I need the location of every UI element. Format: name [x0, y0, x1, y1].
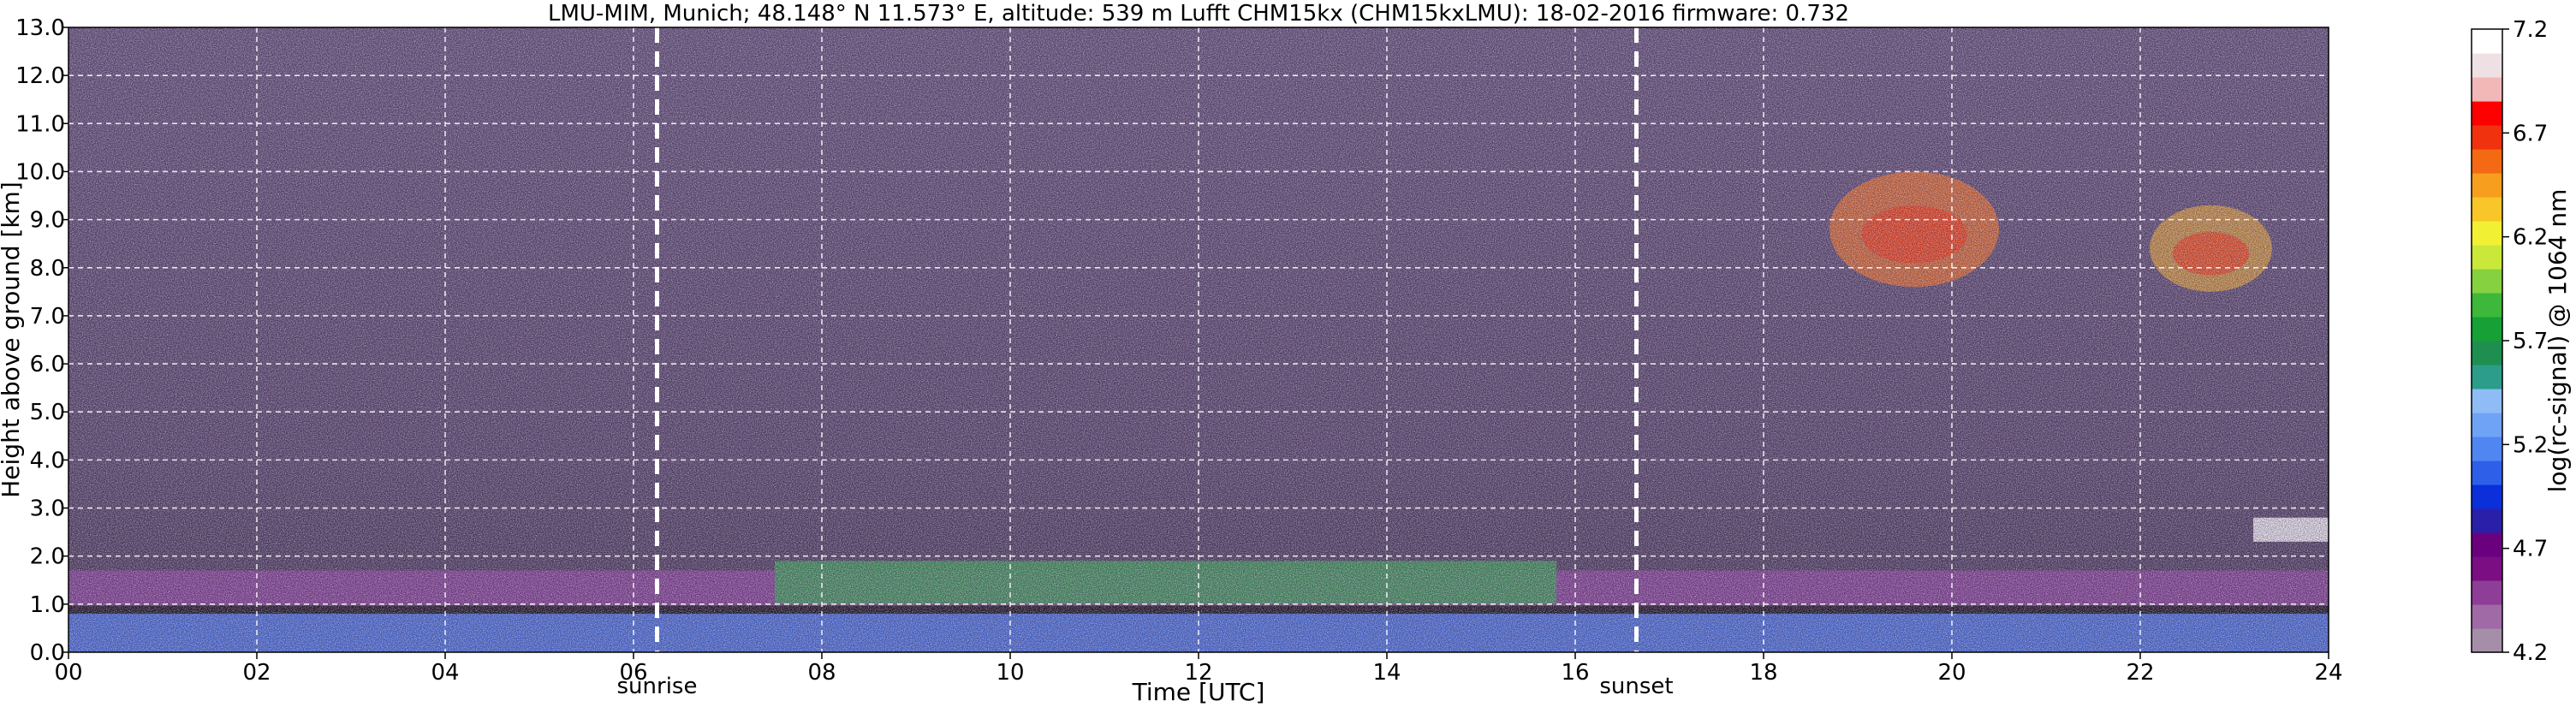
colorbar-block-17 [2472, 221, 2502, 246]
x-tick-label-9: 18 [1749, 660, 1777, 686]
marker-label-sunset: sunset [1599, 674, 1673, 699]
x-tick-label-4: 08 [807, 660, 836, 686]
x-tick-label-6: 12 [1184, 660, 1212, 686]
colorbar-block-25 [2472, 29, 2502, 54]
colorbar-block-1 [2472, 604, 2502, 629]
plot-area [68, 27, 2329, 653]
colorbar-block-5 [2472, 508, 2502, 533]
y-tick-label-12: 12.0 [15, 63, 65, 89]
chart-title: LMU-MIM, Munich; 48.148° N 11.573° E, al… [548, 1, 1849, 27]
colorbar-block-0 [2472, 628, 2502, 653]
y-tick-label-2: 2.0 [30, 544, 65, 570]
colorbar-block-16 [2472, 245, 2502, 270]
colorbar-tick-label-6: 7.2 [2513, 17, 2548, 43]
colorbar-block-24 [2472, 53, 2502, 78]
colorbar-tick-label-1: 4.7 [2513, 537, 2548, 562]
y-axis-label: Height above ground [km] [0, 181, 25, 498]
colorbar-block-14 [2472, 293, 2502, 318]
x-axis-label: Time [UTC] [1132, 678, 1265, 706]
colorbar-block-23 [2472, 77, 2502, 102]
x-tick-label-12: 24 [2314, 660, 2342, 686]
y-tick-label-11: 11.0 [15, 111, 65, 137]
colorbar-block-13 [2472, 317, 2502, 342]
colorbar-block-6 [2472, 484, 2502, 509]
x-tick-label-2: 04 [431, 660, 459, 686]
colorbar-tick-label-5: 6.7 [2513, 121, 2548, 146]
y-tick-label-7: 7.0 [30, 304, 65, 330]
marker-label-sunrise: sunrise [617, 674, 698, 699]
x-tick-label-10: 20 [1937, 660, 1966, 686]
colorbar-block-8 [2472, 437, 2502, 461]
colorbar-block-11 [2472, 365, 2502, 389]
colorbar-block-20 [2472, 149, 2502, 174]
y-tick-label-5: 5.0 [30, 400, 65, 425]
y-tick-label-1: 1.0 [30, 592, 65, 618]
colorbar-block-4 [2472, 532, 2502, 557]
colorbar-block-12 [2472, 341, 2502, 365]
y-tick-label-4: 4.0 [30, 448, 65, 473]
colorbar-tick-label-3: 5.7 [2513, 329, 2548, 354]
x-tick-label-0: 00 [54, 660, 82, 686]
colorbar-block-3 [2472, 556, 2502, 581]
y-tick-label-3: 3.0 [30, 496, 65, 522]
sun-markers [655, 27, 1639, 652]
y-tick-label-8: 8.0 [30, 256, 65, 282]
x-tick-label-5: 10 [996, 660, 1024, 686]
colorbar-tick-label-2: 5.2 [2513, 432, 2548, 458]
x-tick-label-3: 06 [619, 660, 647, 686]
y-tick-label-9: 9.0 [30, 208, 65, 234]
colorbar: 4.2 4.7 5.2 5.7 6.2 6.7 7.2 log(rc-signal) @ 1… [2471, 17, 2572, 666]
colorbar-block-22 [2472, 101, 2502, 126]
y-axis: 0.0 1.0 2.0 3.0 4.0 5.0 6.0 7.0 8.0 9.0 10.0 11.0 12… [15, 15, 68, 666]
x-tick-label-7: 14 [1372, 660, 1401, 686]
grid [68, 27, 2329, 652]
colorbar-tick-label-0: 4.2 [2513, 640, 2548, 666]
y-tick-label-6: 6.0 [30, 352, 65, 377]
colorbar-block-7 [2472, 460, 2502, 485]
colorbar-tick-label-4: 6.2 [2513, 225, 2548, 251]
y-tick-label-10: 10.0 [15, 159, 65, 185]
colorbar-block-18 [2472, 197, 2502, 222]
colorbar-block-21 [2472, 125, 2502, 150]
x-axis: 00 02 04 06 08 10 12 14 16 18 20 22 24 [54, 652, 2343, 686]
colorbar-block-2 [2472, 580, 2502, 605]
x-tick-label-1: 02 [242, 660, 271, 686]
colorbar-block-9 [2472, 413, 2502, 437]
y-tick-label-13: 13.0 [15, 15, 65, 41]
x-tick-label-11: 22 [2126, 660, 2154, 686]
y-tick-label-0: 0.0 [30, 640, 65, 666]
colorbar-block-15 [2472, 269, 2502, 294]
colorbar-block-19 [2472, 173, 2502, 198]
colorbar-label: log(rc-signal) @ 1064 nm [2543, 189, 2572, 493]
colorbar-block-10 [2472, 389, 2502, 413]
x-tick-label-8: 16 [1561, 660, 1589, 686]
